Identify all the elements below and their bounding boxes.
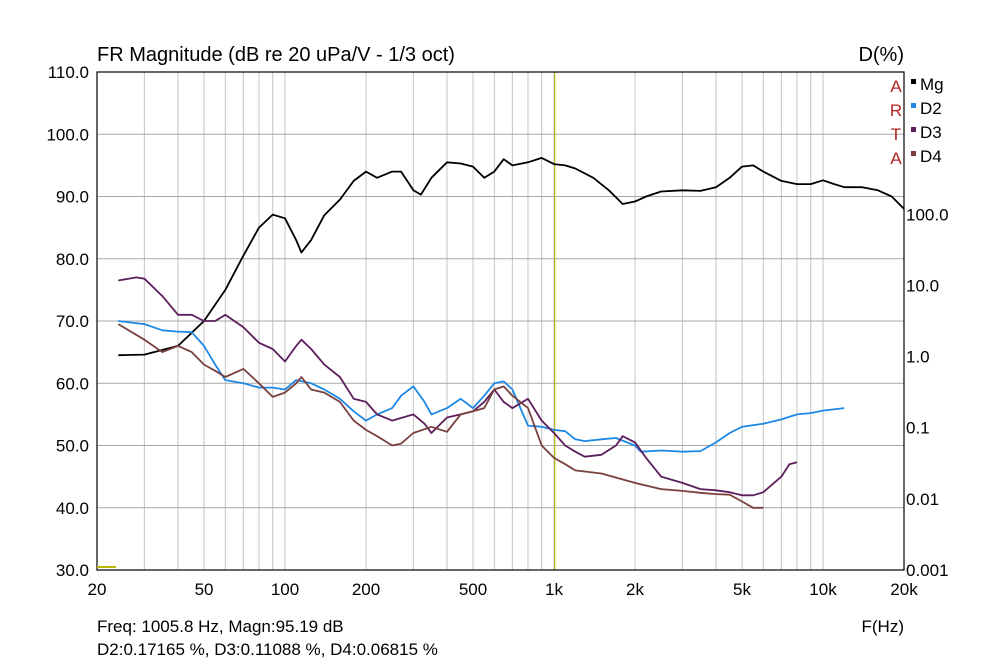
y-right-tick-label: 0.01 [906, 490, 939, 509]
x-tick-label: 5k [733, 580, 751, 599]
legend-swatch [911, 151, 916, 156]
y-right-tick-label: 10.0 [906, 276, 939, 295]
legend-swatch [911, 79, 916, 84]
chart-title: FR Magnitude (dB re 20 uPa/V - 1/3 oct) [97, 44, 455, 66]
y-right-tick-label: 0.1 [906, 419, 930, 438]
x-tick-label: 100 [271, 580, 299, 599]
x-tick-label: 200 [352, 580, 380, 599]
legend-label: D2 [920, 99, 942, 118]
readout-line-1: Freq: 1005.8 Hz, Magn:95.19 dB [97, 617, 344, 636]
x-tick-label: 10k [809, 580, 837, 599]
grid [96, 72, 905, 570]
plot-frame [96, 71, 905, 571]
series-line-d2 [118, 320, 845, 453]
x-tick-label: 20 [88, 580, 107, 599]
y-left-tick-label: 30.0 [56, 561, 89, 580]
legend-label: D4 [920, 147, 942, 166]
legend-label: Mg [920, 75, 944, 94]
brand-letter: T [891, 125, 901, 144]
x-tick-labels: 20 50 100 200 500 1k 2k 5k 10k 20k [88, 580, 919, 599]
y-right-tick-label: 100.0 [906, 205, 949, 224]
x-tick-label: 500 [459, 580, 487, 599]
brand-letter: A [890, 77, 902, 96]
series-line-d4 [117, 323, 764, 509]
series-line-mg [118, 157, 905, 357]
y-left-tick-labels: 110.0 100.0 90.0 80.0 70.0 60.0 50.0 40.0 30.0 [46, 63, 89, 580]
y-left-tick-label: 50.0 [56, 437, 89, 456]
legend: Mg D2 D3 D4 [911, 75, 944, 166]
y-right-tick-label: 1.0 [906, 348, 930, 367]
x-tick-label: 2k [626, 580, 644, 599]
brand-letter: A [890, 149, 902, 168]
x-tick-label: 50 [195, 580, 214, 599]
y-right-tick-labels: 100.0 10.0 1.0 0.1 0.01 0.001 [906, 205, 949, 580]
x-tick-label: 20k [890, 580, 918, 599]
y-left-tick-label: 100.0 [46, 125, 89, 144]
y-right-tick-label: 0.001 [906, 561, 949, 580]
y-left-tick-label: 60.0 [56, 374, 89, 393]
legend-swatch [911, 103, 916, 108]
y-left-tick-label: 40.0 [56, 499, 89, 518]
legend-swatch [911, 127, 916, 132]
y-left-tick-label: 80.0 [56, 250, 89, 269]
y-left-tick-label: 110.0 [48, 63, 89, 82]
x-axis-label: F(Hz) [862, 617, 904, 636]
series-layer [117, 157, 905, 509]
right-axis-title: D(%) [858, 44, 904, 66]
y-left-tick-label: 70.0 [56, 312, 89, 331]
x-tick-label: 1k [545, 580, 563, 599]
legend-label: D3 [920, 123, 942, 142]
readout-line-2: D2:0.17165 %, D3:0.11088 %, D4:0.06815 % [97, 640, 438, 659]
brand-letter: R [890, 101, 902, 120]
y-left-tick-label: 90.0 [56, 188, 89, 207]
